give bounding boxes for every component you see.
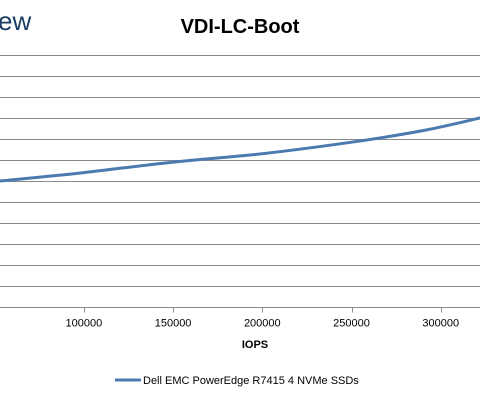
gridlines <box>0 55 480 287</box>
legend: Dell EMC PowerEdge R7415 4 NVMe SSDs <box>115 375 359 387</box>
x-tick-label-2: 200000 <box>244 318 281 330</box>
x-tick-label-3: 250000 <box>333 318 370 330</box>
watermark-logo-text: ew <box>0 6 31 36</box>
x-tick-label-0: 100000 <box>66 318 103 330</box>
x-axis-ticks: 100000 150000 200000 250000 300000 <box>0 307 480 330</box>
series-line-0 <box>0 116 480 183</box>
x-axis-label: IOPS <box>242 339 268 351</box>
x-tick-label-1: 150000 <box>155 318 192 330</box>
x-tick-label-4: 300000 <box>422 318 459 330</box>
chart-title: VDI-LC-Boot <box>181 16 300 38</box>
legend-label-0: Dell EMC PowerEdge R7415 4 NVMe SSDs <box>143 375 359 387</box>
series-lines <box>0 116 480 183</box>
